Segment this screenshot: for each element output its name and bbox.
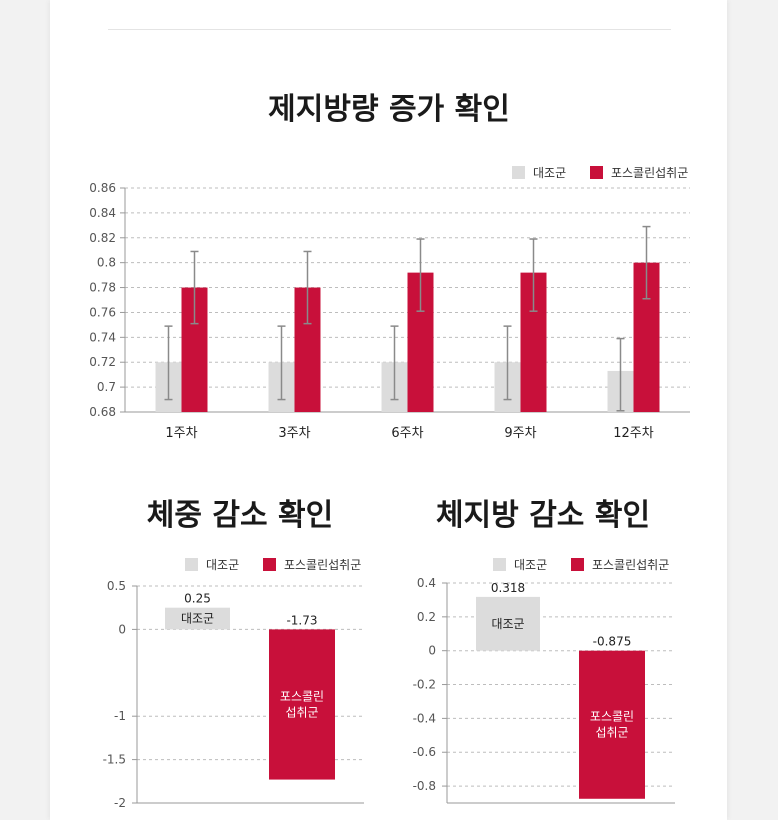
bar-label: 섭취군 (595, 726, 628, 740)
y-tick-label: -0.6 (413, 745, 436, 759)
bar-label: 섭취군 (285, 705, 318, 719)
bar-label: 대조군 (181, 612, 214, 626)
y-tick-label: 0.76 (89, 305, 116, 319)
legend-swatch-control (185, 558, 198, 571)
legend-label-treatment: 포스콜린섭취군 (610, 166, 689, 180)
legend-body-fat: 대조군 포스콜린섭취군 (493, 556, 669, 573)
y-tick-label: 0.74 (89, 330, 116, 344)
bar-control (476, 596, 540, 651)
y-tick-label: 0.86 (89, 181, 116, 195)
legend-item-treatment: 포스콜린섭취군 (262, 556, 362, 573)
y-tick-label: 0.7 (97, 380, 116, 394)
data-label: 0.318 (491, 581, 525, 595)
y-tick-label: -1 (114, 709, 126, 723)
data-label: 0.25 (184, 592, 211, 606)
legend-label-control: 대조군 (533, 166, 567, 180)
chart-title-lean-mass: 제지방량 증가 확인 (268, 92, 510, 127)
x-tick-label: 3주차 (278, 426, 310, 441)
legend-label-treatment: 포스콜린섭취군 (591, 558, 670, 572)
y-tick-label: 0.4 (417, 576, 436, 590)
legend-swatch-treatment (589, 166, 603, 179)
y-tick-label: 0.82 (89, 231, 116, 245)
legend-swatch-treatment (262, 558, 276, 571)
x-tick-label: 6주차 (391, 426, 423, 441)
y-tick-label: 0 (428, 644, 436, 658)
legend-swatch-control (493, 558, 506, 571)
y-tick-label: 0.72 (89, 355, 116, 369)
y-tick-label: 0.78 (89, 281, 116, 295)
legend-label-treatment: 포스콜린섭취군 (283, 558, 362, 572)
y-tick-label: 0.68 (89, 405, 116, 419)
x-tick-label: 9주차 (504, 426, 536, 441)
legend-item-treatment: 포스콜린섭취군 (589, 164, 689, 181)
bar-label: 포스콜린 (590, 710, 634, 724)
legend-item-control: 대조군 (493, 556, 547, 573)
x-tick-label: 1주차 (165, 426, 197, 441)
bar-control (165, 607, 230, 630)
chart-title-weight: 체중 감소 확인 (146, 498, 334, 533)
y-tick-label: 0.8 (97, 256, 116, 270)
chart-title-body-fat: 체지방 감소 확인 (435, 498, 651, 533)
y-tick-label: 0 (118, 622, 126, 636)
legend-swatch-control (512, 166, 525, 179)
data-label: -1.73 (286, 613, 317, 627)
x-tick-label: 12주차 (613, 426, 654, 441)
y-tick-label: -0.4 (413, 711, 436, 725)
y-tick-label: -0.2 (413, 678, 436, 692)
legend-weight: 대조군 포스콜린섭취군 (185, 556, 361, 573)
y-tick-label: 0.2 (417, 610, 436, 624)
bar-treatment (579, 650, 645, 799)
y-tick-label: -0.8 (413, 779, 436, 793)
legend-label-control: 대조군 (206, 558, 240, 572)
bar-treatment (269, 629, 335, 780)
legend-label-control: 대조군 (514, 558, 548, 572)
y-tick-label: -1.5 (103, 753, 126, 767)
legend-item-treatment: 포스콜린섭취군 (570, 556, 670, 573)
legend-item-control: 대조군 (512, 164, 566, 181)
legend-swatch-treatment (570, 558, 584, 571)
section-divider (108, 29, 671, 30)
bar-label: 대조군 (491, 617, 524, 631)
data-label: -0.875 (593, 635, 632, 649)
y-tick-label: 0.5 (107, 579, 126, 593)
y-tick-label: -2 (114, 796, 126, 810)
legend-item-control: 대조군 (185, 556, 239, 573)
legend-lean-mass: 대조군 포스콜린섭취군 (512, 164, 688, 181)
y-tick-label: 0.84 (89, 206, 116, 220)
bar-label: 포스콜린 (280, 689, 324, 703)
